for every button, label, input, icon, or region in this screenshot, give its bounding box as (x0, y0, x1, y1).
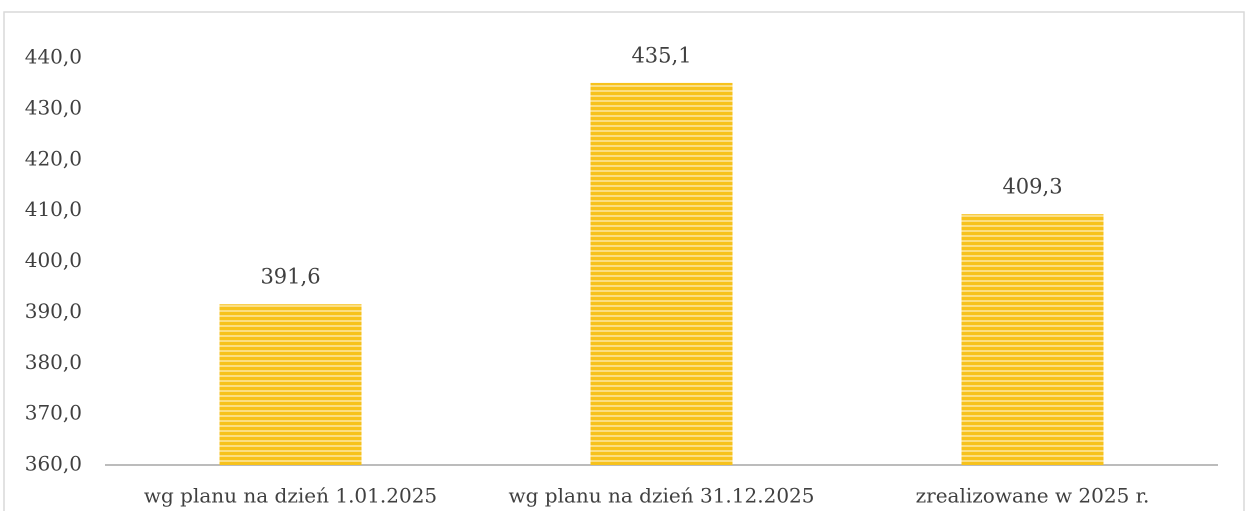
bar (590, 82, 733, 466)
y-tick-label: 360,0 (25, 452, 82, 476)
y-tick-label: 440,0 (25, 45, 82, 69)
y-tick-label: 430,0 (25, 95, 82, 119)
y-tick-label: 400,0 (25, 248, 82, 272)
data-label: 409,3 (1002, 175, 1062, 199)
data-label: 435,1 (631, 43, 691, 67)
y-tick-label: 420,0 (25, 146, 82, 170)
bar (961, 214, 1104, 465)
y-tick-label: 410,0 (25, 197, 82, 221)
x-tick-label: zrealizowane w 2025 r. (916, 484, 1150, 508)
y-tick-label: 380,0 (25, 350, 82, 374)
x-tick-label: wg planu na dzień 1.01.2025 (144, 484, 437, 508)
y-tick-label: 370,0 (25, 401, 82, 425)
y-tick-label: 390,0 (25, 299, 82, 323)
data-label: 391,6 (260, 265, 320, 289)
chart-frame (3, 11, 1245, 511)
bar (219, 304, 362, 465)
x-tick-label: wg planu na dzień 31.12.2025 (508, 484, 814, 508)
